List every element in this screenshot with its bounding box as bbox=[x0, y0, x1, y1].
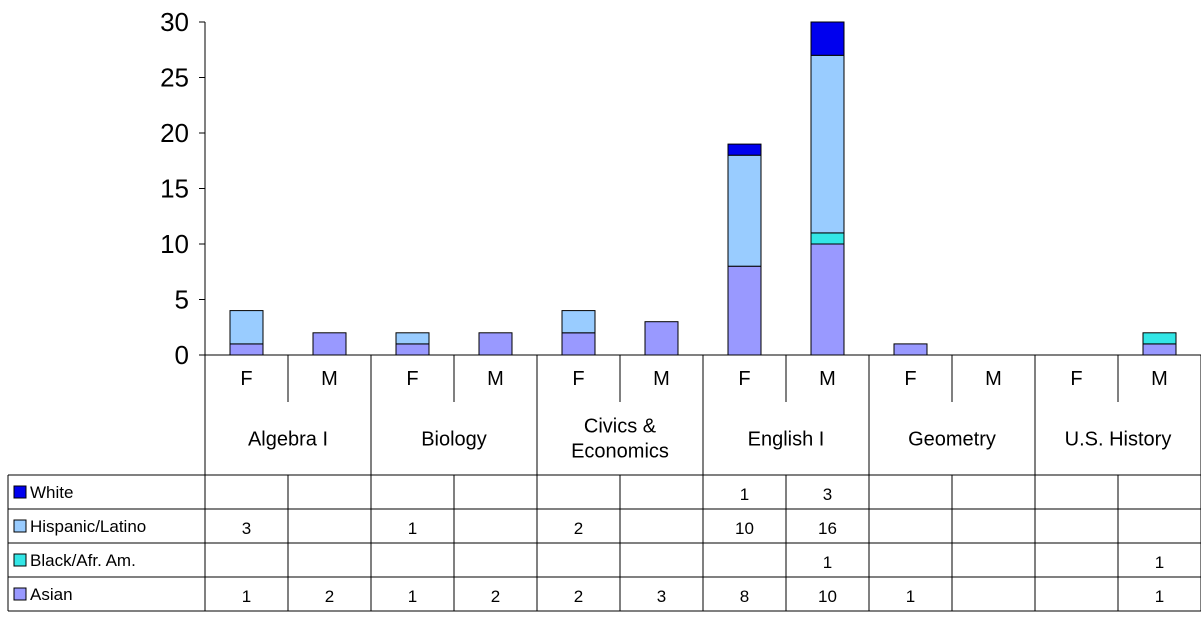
bar-segment bbox=[478, 332, 513, 356]
bar-segment bbox=[312, 332, 347, 356]
x-subcategory-label: F bbox=[240, 368, 252, 390]
x-group-label: Geometry bbox=[908, 429, 996, 451]
x-subcategory-label: F bbox=[738, 368, 750, 390]
bar-segment bbox=[395, 332, 430, 345]
x-group-label: Biology bbox=[421, 429, 487, 451]
table-cell-value: 3 bbox=[657, 587, 666, 606]
x-group-label-line: Economics bbox=[571, 441, 669, 463]
x-subcategory-label: M bbox=[653, 368, 670, 390]
table-cell-value: 1 bbox=[242, 587, 251, 606]
legend-key bbox=[13, 519, 27, 533]
bar-segment bbox=[893, 343, 928, 356]
bar-segment bbox=[561, 310, 596, 334]
y-tick-label: 20 bbox=[160, 118, 189, 148]
legend-key bbox=[13, 485, 27, 499]
table-cell-value: 10 bbox=[735, 519, 754, 538]
table-cell-value: 1 bbox=[823, 553, 832, 572]
y-tick-label: 15 bbox=[160, 174, 189, 204]
x-subcategory-label: M bbox=[487, 368, 504, 390]
table-cell-value: 1 bbox=[408, 587, 417, 606]
bar-segment bbox=[727, 154, 762, 267]
table-cell-value: 10 bbox=[818, 587, 837, 606]
x-subcategory-label: M bbox=[1151, 368, 1168, 390]
y-tick-label: 30 bbox=[160, 7, 189, 37]
x-subcategory-label: M bbox=[819, 368, 836, 390]
table-cell-value: 3 bbox=[242, 519, 251, 538]
x-group-label: Civics & Economics bbox=[571, 416, 669, 463]
bar-segment bbox=[810, 21, 845, 56]
bar-segment bbox=[810, 232, 845, 245]
table-cell-value: 1 bbox=[1155, 587, 1164, 606]
bar-segment bbox=[561, 332, 596, 356]
legend-label: Black/Afr. Am. bbox=[30, 551, 136, 570]
x-group-label: Algebra I bbox=[248, 429, 328, 451]
table-cell-value: 1 bbox=[906, 587, 915, 606]
bar-segment bbox=[644, 321, 679, 356]
table-cell-value: 2 bbox=[574, 519, 583, 538]
bar-segment bbox=[1142, 332, 1177, 345]
x-subcategory-label: F bbox=[1070, 368, 1082, 390]
table-cell-value: 8 bbox=[740, 587, 749, 606]
table-cell-value: 1 bbox=[740, 485, 749, 504]
x-group-label: U.S. History bbox=[1065, 429, 1172, 451]
legend-key bbox=[13, 587, 27, 601]
bar-segment bbox=[727, 143, 762, 156]
x-subcategory-label: F bbox=[406, 368, 418, 390]
legend-label: Hispanic/Latino bbox=[30, 517, 146, 536]
y-tick-label: 5 bbox=[175, 285, 189, 315]
legend-label: Asian bbox=[30, 585, 73, 604]
y-tick-label: 10 bbox=[160, 229, 189, 259]
bar-segment bbox=[395, 343, 430, 356]
legend-key bbox=[13, 553, 27, 567]
x-subcategory-label: F bbox=[904, 368, 916, 390]
x-group-label: English I bbox=[748, 429, 825, 451]
bars bbox=[205, 21, 1201, 356]
table-cell-value: 16 bbox=[818, 519, 837, 538]
table-cell-value: 1 bbox=[408, 519, 417, 538]
x-group-label-line: Civics & bbox=[584, 416, 657, 438]
bar-segment bbox=[727, 265, 762, 356]
table-cell-value: 2 bbox=[491, 587, 500, 606]
y-tick-label: 25 bbox=[160, 63, 189, 93]
table-cell-value: 3 bbox=[823, 485, 832, 504]
y-tick-label: 0 bbox=[175, 340, 189, 370]
bar-segment bbox=[1142, 343, 1177, 356]
table-cell-value: 1 bbox=[1155, 553, 1164, 572]
table-cell-value: 2 bbox=[325, 587, 334, 606]
bar-segment bbox=[810, 243, 845, 356]
y-axis: 0 5 10 15 20 25 30 bbox=[160, 7, 206, 370]
x-subcategory-label: F bbox=[572, 368, 584, 390]
data-table: F M F M F M F M F M F M Algebra I Biology Civics & Econ… bbox=[7, 355, 1201, 612]
x-subcategory-label: M bbox=[321, 368, 338, 390]
legend-label: White bbox=[30, 483, 73, 502]
bar-segment bbox=[810, 54, 845, 234]
table-cell-value: 2 bbox=[574, 587, 583, 606]
bar-segment bbox=[229, 310, 264, 345]
bar-segment bbox=[229, 343, 264, 356]
x-subcategory-label: M bbox=[985, 368, 1002, 390]
